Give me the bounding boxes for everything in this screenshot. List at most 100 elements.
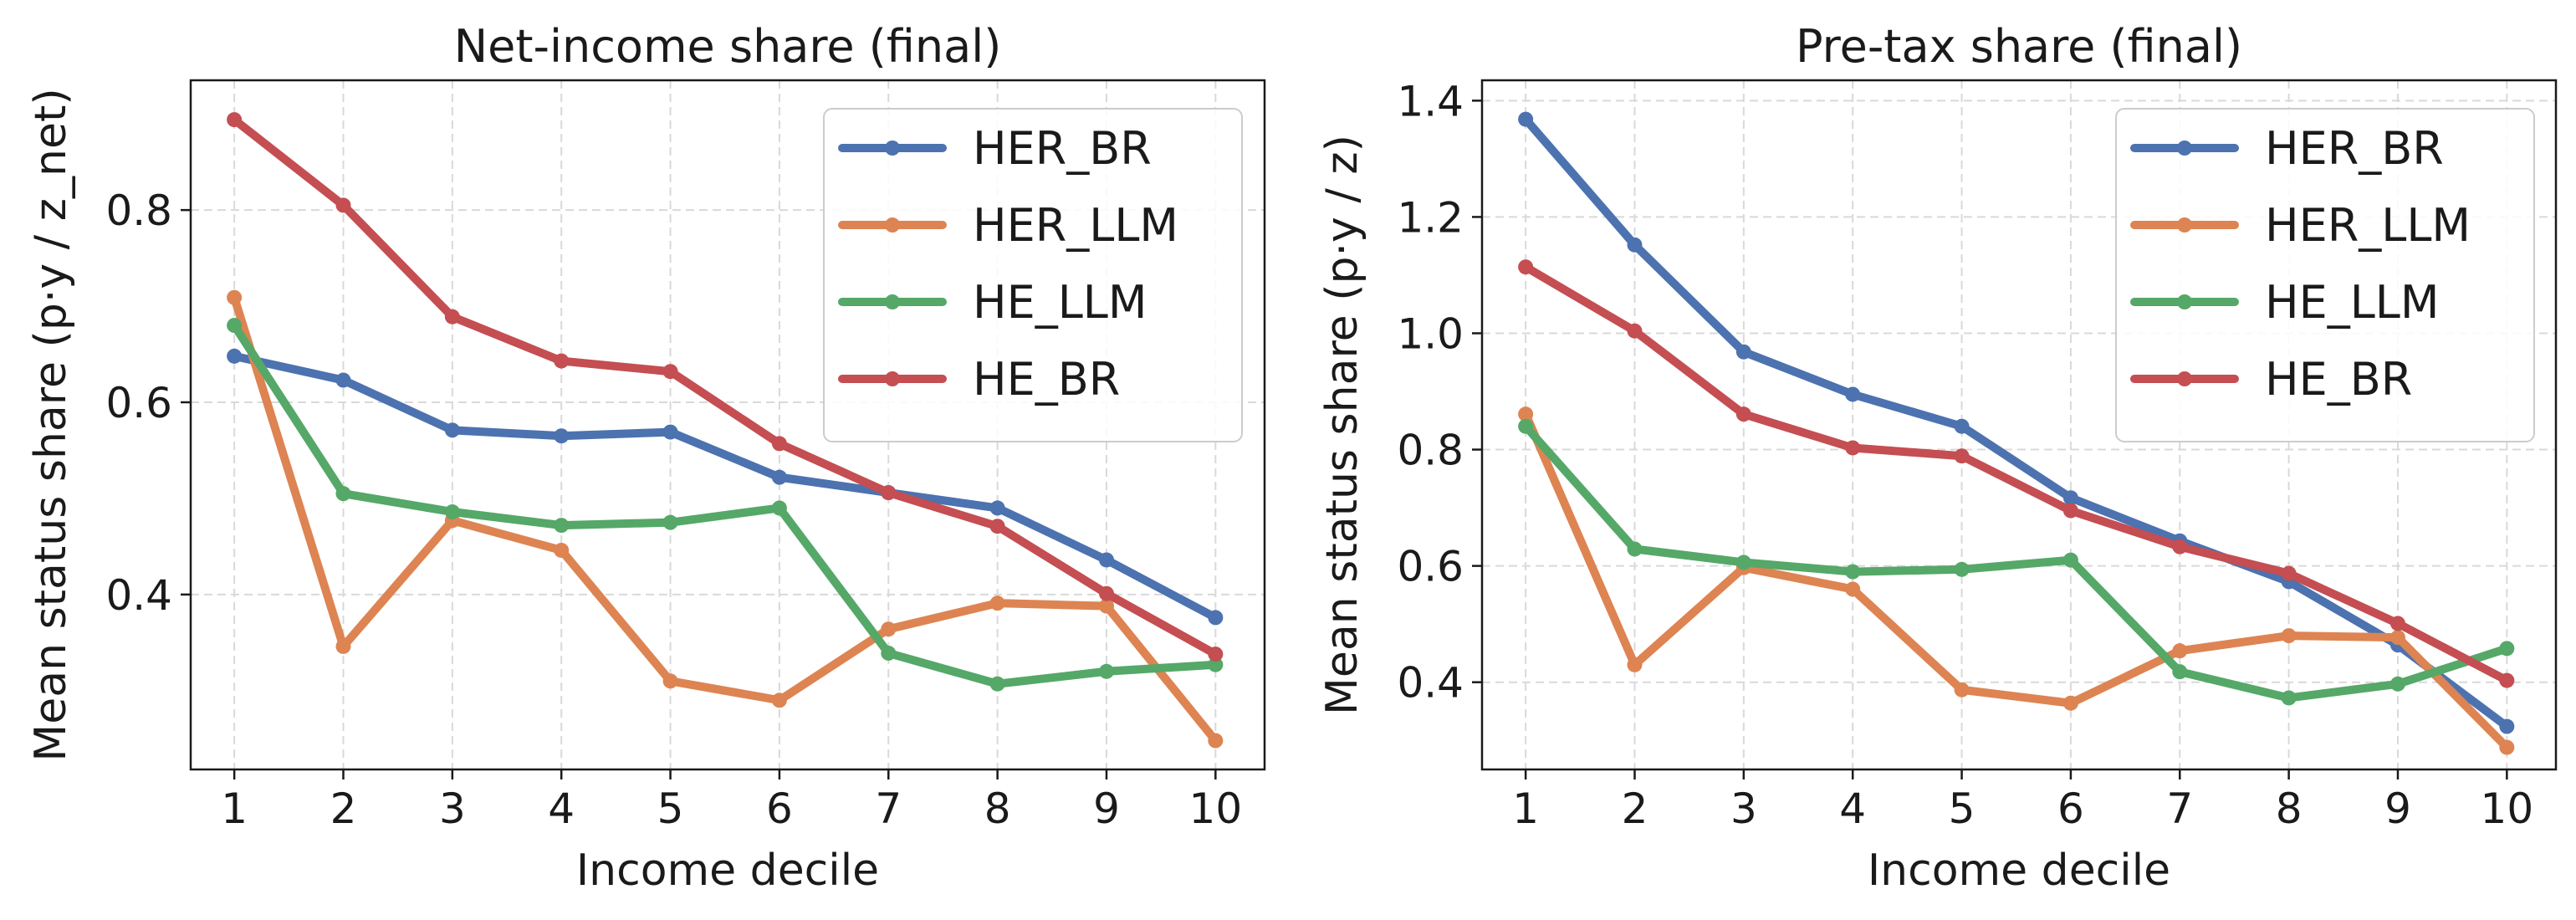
x-tick-label: 9 [2384, 785, 2411, 833]
data-point-HE_BR [1845, 440, 1861, 456]
data-point-HE_BR [881, 485, 897, 501]
data-point-HE_BR [989, 519, 1005, 534]
chart-panel-1: 1 2 3 4 5 6 7 8 9 10 0.4 0.6 0.8 Net-income share (fi… [26, 20, 1266, 896]
data-point-HE_BR [335, 197, 351, 213]
data-point-HER_LLM [989, 595, 1005, 611]
data-point-HE_LLM [444, 504, 460, 520]
series-line-HE_LLM [1521, 422, 2512, 703]
x-tick-label: 1 [1512, 785, 1539, 833]
x-axis-label: Income decile [576, 846, 879, 896]
data-point-HE_LLM [554, 518, 570, 534]
data-point-HER_LLM [2281, 628, 2297, 644]
data-point-HE_BR [2062, 503, 2078, 519]
x-tick-label: 2 [330, 785, 357, 833]
data-point-HE_BR [2172, 539, 2188, 555]
legend-marker-HE_BR [2177, 371, 2192, 386]
data-point-HE_LLM [1208, 657, 1224, 672]
data-point-HER_BR [771, 469, 787, 485]
legend-box [2115, 108, 2535, 442]
series-line-HER_LLM [1521, 410, 2512, 752]
legend-label: HE_BR [973, 353, 1120, 406]
x-tick-label: 1 [221, 785, 248, 833]
data-point-HER_BR [1518, 111, 1534, 127]
series-line-HER_LLM [230, 293, 1220, 745]
y-tick-label: 0.6 [105, 379, 172, 427]
data-point-HE_BR [2281, 565, 2297, 581]
legend: HER_BR HER_LLM HE_LLM HE_BR [823, 108, 1243, 442]
legend-label: HE_LLM [2265, 276, 2440, 329]
data-point-HER_BR [1208, 610, 1224, 626]
data-point-HE_LLM [1098, 663, 1114, 679]
x-tick-label: 3 [1730, 785, 1757, 833]
data-point-HER_LLM [2062, 695, 2078, 711]
data-point-HER_LLM [554, 542, 570, 558]
chart-title: Net-income share (final) [454, 20, 1002, 73]
plot-frame [1480, 79, 2558, 771]
x-tick-label: 2 [1622, 785, 1648, 833]
data-point-HE_LLM [881, 645, 897, 661]
data-point-HER_BR [1845, 386, 1861, 402]
x-tick-label: 6 [2057, 785, 2084, 833]
data-point-HE_BR [2389, 616, 2405, 631]
data-point-HER_BR [662, 424, 678, 440]
data-point-HER_LLM [2172, 643, 2188, 659]
y-tick-label: 1.4 [1397, 77, 1464, 125]
data-point-HER_BR [227, 348, 243, 364]
data-point-HER_LLM [771, 693, 787, 708]
data-point-HE_LLM [227, 318, 243, 334]
legend-label: HE_BR [2265, 353, 2412, 406]
x-tick-label: 5 [1949, 785, 1975, 833]
data-point-HE_LLM [2389, 676, 2405, 692]
chart-panel-2: 1 2 3 4 5 6 7 8 9 10 0.4 0.6 0.8 1.0 1.2 1.4 Pre-tax sha… [1317, 20, 2558, 896]
data-point-HER_LLM [335, 638, 351, 654]
x-tick-label: 4 [548, 785, 575, 833]
data-point-HE_LLM [2499, 641, 2515, 657]
x-tick-label: 8 [2276, 785, 2303, 833]
data-point-HER_BR [1954, 418, 1970, 434]
data-point-HER_BR [1627, 237, 1643, 253]
x-tick-label: 6 [766, 785, 793, 833]
legend-marker-HER_LLM [885, 217, 900, 233]
y-tick-label: 0.8 [105, 187, 172, 235]
y-tick-label: 0.8 [1397, 427, 1464, 475]
series-line-HE_LLM [230, 321, 1220, 688]
data-point-HE_LLM [1627, 541, 1643, 557]
data-point-HE_BR [771, 436, 787, 452]
data-point-HE_BR [444, 309, 460, 325]
legend-label: HER_BR [2265, 122, 2444, 175]
data-point-HER_BR [335, 372, 351, 388]
data-point-HE_LLM [1845, 564, 1861, 580]
legend-marker-HE_LLM [2177, 294, 2192, 309]
data-point-HE_LLM [1518, 418, 1534, 434]
data-point-HE_LLM [662, 514, 678, 530]
data-point-HER_LLM [1845, 581, 1861, 597]
legend-label: HE_LLM [973, 276, 1147, 329]
data-point-HE_LLM [1954, 561, 1970, 577]
plot-frame [189, 79, 1266, 771]
data-point-HE_BR [1735, 406, 1751, 422]
y-tick-label: 1.0 [1397, 309, 1464, 358]
x-tick-label: 9 [1093, 785, 1120, 833]
data-point-HER_LLM [1098, 598, 1114, 614]
legend-label: HER_LLM [2265, 199, 2471, 252]
data-point-HE_LLM [1735, 555, 1751, 570]
data-point-HE_LLM [989, 676, 1005, 692]
data-point-HE_BR [662, 364, 678, 380]
data-point-HE_LLM [335, 486, 351, 502]
data-point-HER_LLM [1627, 657, 1643, 672]
data-point-HE_BR [1627, 323, 1643, 339]
y-axis-label: Mean status share (p·y / z) [1317, 135, 1367, 715]
x-tick-label: 8 [984, 785, 1011, 833]
data-point-HE_LLM [2281, 690, 2297, 706]
series-line-HER_BR [1521, 115, 2512, 731]
x-tick-label: 7 [875, 785, 902, 833]
data-point-HER_LLM [2499, 739, 2515, 755]
x-tick-label: 3 [439, 785, 466, 833]
legend-marker-HER_BR [885, 141, 900, 156]
series-line-HE_BR [1521, 263, 2512, 685]
y-tick-label: 0.4 [105, 571, 172, 620]
data-point-HE_BR [227, 112, 243, 128]
data-point-HER_BR [989, 500, 1005, 516]
data-point-HE_BR [1954, 448, 1970, 464]
data-point-HE_LLM [2062, 552, 2078, 568]
